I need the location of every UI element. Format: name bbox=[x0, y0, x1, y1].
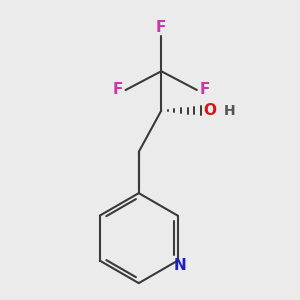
Text: H: H bbox=[224, 103, 236, 118]
Text: F: F bbox=[112, 82, 123, 98]
Text: N: N bbox=[173, 258, 186, 273]
Text: F: F bbox=[200, 82, 210, 98]
Text: O: O bbox=[204, 103, 217, 118]
Text: F: F bbox=[156, 20, 166, 35]
